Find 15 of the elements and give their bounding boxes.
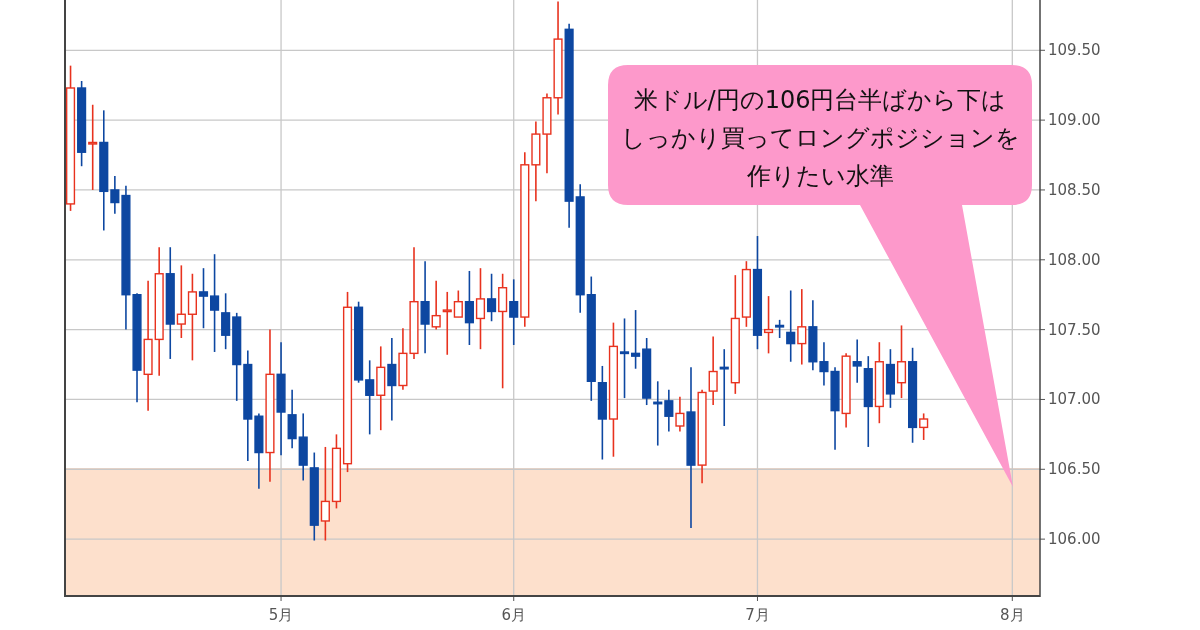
y-tick-label: 106.50 bbox=[1048, 460, 1101, 479]
y-tick-label: 109.00 bbox=[1048, 111, 1101, 130]
y-tick-label: 108.50 bbox=[1048, 180, 1101, 199]
x-tick-label: 7月 bbox=[745, 606, 770, 624]
annotation: 米ドル/円の106円台半ばから下は bbox=[633, 86, 1007, 114]
y-tick-label: 106.00 bbox=[1048, 530, 1101, 549]
y-tick-label: 107.00 bbox=[1048, 390, 1101, 409]
x-tick-label: 8月 bbox=[1000, 606, 1025, 624]
y-tick-label: 108.00 bbox=[1048, 250, 1101, 269]
annotation: 作りたい水準 bbox=[745, 162, 894, 190]
y-tick-label: 109.50 bbox=[1048, 41, 1101, 60]
x-tick-label: 6月 bbox=[501, 606, 526, 624]
annotation: しっかり買ってロングポジションを bbox=[620, 124, 1020, 152]
x-tick-label: 5月 bbox=[268, 606, 294, 624]
y-tick-label: 107.50 bbox=[1048, 320, 1101, 339]
